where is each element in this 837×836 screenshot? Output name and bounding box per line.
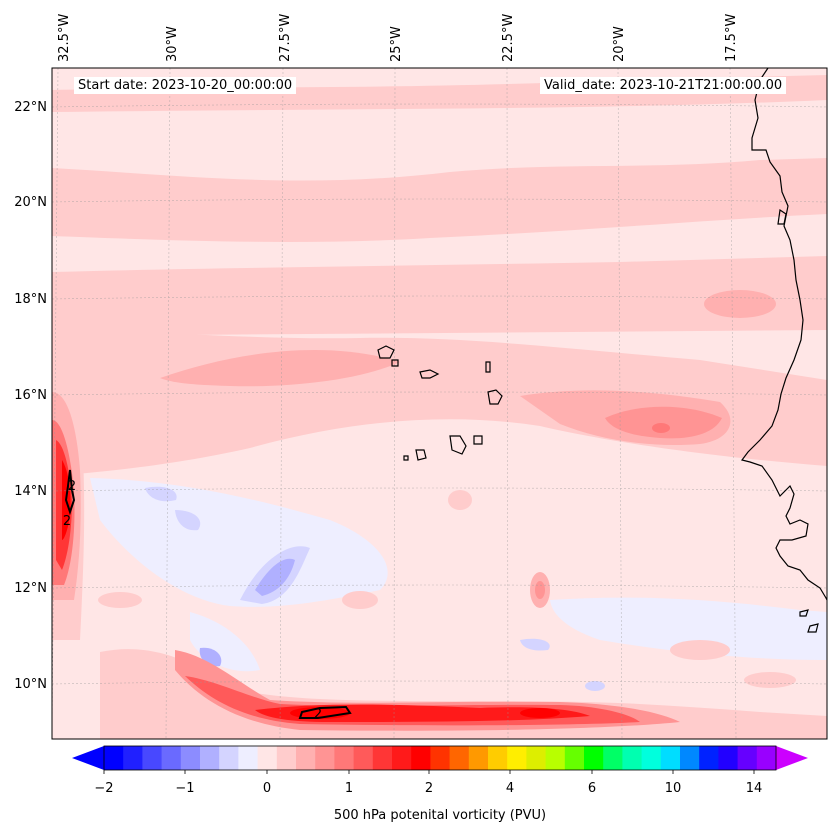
colorbar-cell <box>334 746 355 770</box>
colorbar-title: 500 hPa potenital vorticity (PVU) <box>333 808 547 823</box>
colorbar-cell <box>123 746 143 770</box>
colorbar-tick-label: −2 <box>94 781 113 796</box>
colorbar-cell <box>161 746 182 770</box>
colorbar-tick-label: 10 <box>665 781 682 796</box>
colorbar-cell <box>622 746 643 770</box>
colorbar-cell <box>353 746 374 770</box>
colorbar-tick-label: 1 <box>345 781 353 796</box>
lon-label: 32.5°W <box>57 14 72 62</box>
colorbar-tick-label: 14 <box>746 781 763 796</box>
lat-label: 18°N <box>14 292 47 307</box>
colorbar-cell <box>449 746 470 770</box>
colorbar-tick-label: 2 <box>425 781 433 796</box>
colorbar-cell <box>660 746 681 770</box>
contour-label: 2 <box>68 479 76 494</box>
colorbar-cell <box>526 746 547 770</box>
lon-label: 22.5°W <box>501 14 516 62</box>
map-frame <box>51 67 828 740</box>
colorbar: −2 −1 0 1 2 4 6 10 14 <box>72 745 808 796</box>
colorbar-cell <box>180 746 201 770</box>
lon-label: 30°W <box>165 26 180 62</box>
colorbar-frame <box>103 745 777 771</box>
lat-label: 22°N <box>14 100 47 115</box>
colorbar-cell <box>219 746 239 770</box>
colorbar-cell <box>468 746 489 770</box>
lon-label: 25°W <box>389 26 404 62</box>
colorbar-cell <box>641 746 662 770</box>
colorbar-cell <box>238 746 259 770</box>
lon-label: 20°W <box>612 26 627 62</box>
colorbar-cell <box>564 746 585 770</box>
colorbar-tick-label: 4 <box>506 781 514 796</box>
colorbar-cell <box>737 746 758 770</box>
colorbar-cell <box>430 746 451 770</box>
colorbar-cell <box>104 746 124 770</box>
colorbar-cell <box>488 746 508 770</box>
colorbar-over-arrow <box>776 746 808 770</box>
coastlines <box>377 68 827 633</box>
lat-label: 16°N <box>14 388 47 403</box>
colorbar-cell <box>315 746 335 770</box>
lat-label: 14°N <box>14 484 47 499</box>
graticule <box>52 68 827 739</box>
colorbar-cell <box>296 746 316 770</box>
start-date-label: Start date: 2023-10-20_00:00:00 <box>74 77 297 94</box>
lat-label: 10°N <box>14 677 47 692</box>
colorbar-cell <box>584 746 604 770</box>
colorbar-tick-label: 0 <box>263 781 271 796</box>
colorbar-cell <box>545 746 566 770</box>
colorbar-cell <box>392 746 412 770</box>
colorbar-cell <box>718 746 739 770</box>
lat-label: 20°N <box>14 195 47 210</box>
lat-label: 12°N <box>14 581 47 596</box>
colorbar-cell <box>276 746 297 770</box>
colorbar-under-arrow <box>72 746 104 770</box>
colorbar-cell <box>680 746 700 770</box>
valid-date-label: Valid_date: 2023-10-21T21:00:00.00 <box>540 77 787 94</box>
colorbar-cell <box>200 746 220 770</box>
colorbar-cell <box>603 746 623 770</box>
colorbar-cell <box>756 746 777 770</box>
colorbar-tick-label: −1 <box>175 781 194 796</box>
lon-label: 17.5°W <box>724 14 739 62</box>
colorbar-tick-label: 6 <box>588 781 596 796</box>
contour-label: 2 <box>63 514 71 529</box>
colorbar-cell <box>142 746 163 770</box>
colorbar-cell <box>411 746 431 770</box>
colorbar-cell <box>507 746 527 770</box>
lon-label: 27.5°W <box>278 14 293 62</box>
pv-field <box>52 68 827 739</box>
colorbar-cell <box>257 746 278 770</box>
contour-label: 2 <box>314 707 322 722</box>
colorbar-cell <box>699 746 719 770</box>
colorbar-cell <box>372 746 393 770</box>
